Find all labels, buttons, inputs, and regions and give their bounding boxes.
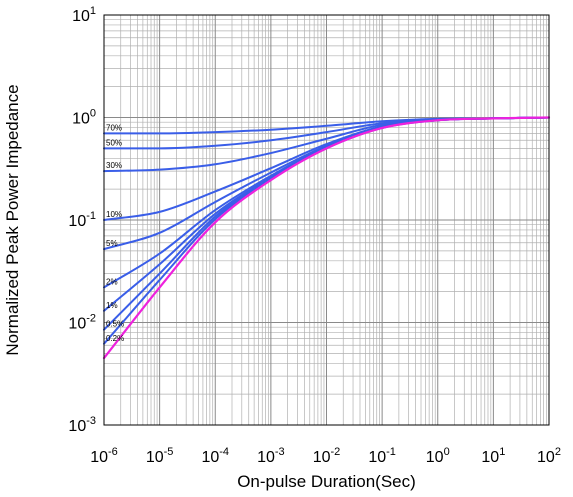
series-label: 5%: [106, 239, 118, 248]
y-tick-label: 100: [72, 108, 96, 128]
series-label: 10%: [106, 210, 122, 219]
y-tick-label: 10-3: [68, 415, 96, 435]
y-axis-title: Normalized Peak Power Impedance: [3, 84, 22, 355]
series-label: 0.2%: [106, 334, 124, 343]
x-tick-label: 102: [537, 446, 561, 466]
x-tick-label: 10-4: [201, 446, 229, 466]
y-tick-label: 10-1: [68, 210, 96, 230]
series-group: [102, 116, 551, 360]
x-axis-title: On-pulse Duration(Sec): [237, 472, 416, 491]
x-tick-label: 10-6: [90, 446, 118, 466]
series-label: 70%: [106, 123, 122, 132]
x-tick-label: 101: [481, 446, 505, 466]
y-tick-label: 101: [72, 5, 96, 25]
series-labels: 70% 50% 30% 10% 5% 2% 1% 0.5% 0.2%: [106, 123, 124, 342]
x-tick-label: 10-2: [313, 446, 341, 466]
plot-frame: [103, 14, 550, 426]
series-label: 0.5%: [106, 320, 124, 329]
y-tick-labels: 10-3 10-2 10-1 100 101: [68, 5, 96, 435]
series-line-single-pulse: [102, 116, 551, 360]
x-tick-labels: 10-6 10-5 10-4 10-3 10-2 10-1 100 101 102: [90, 446, 561, 466]
x-tick-label: 100: [426, 446, 450, 466]
y-tick-label: 10-2: [68, 313, 96, 333]
series-label: 50%: [106, 138, 122, 147]
x-tick-label: 10-5: [146, 446, 174, 466]
series-label: 2%: [106, 277, 118, 286]
series-label: 1%: [106, 301, 118, 310]
x-tick-label: 10-1: [368, 446, 396, 466]
series-label: 30%: [106, 161, 122, 170]
x-tick-label: 10-3: [257, 446, 285, 466]
